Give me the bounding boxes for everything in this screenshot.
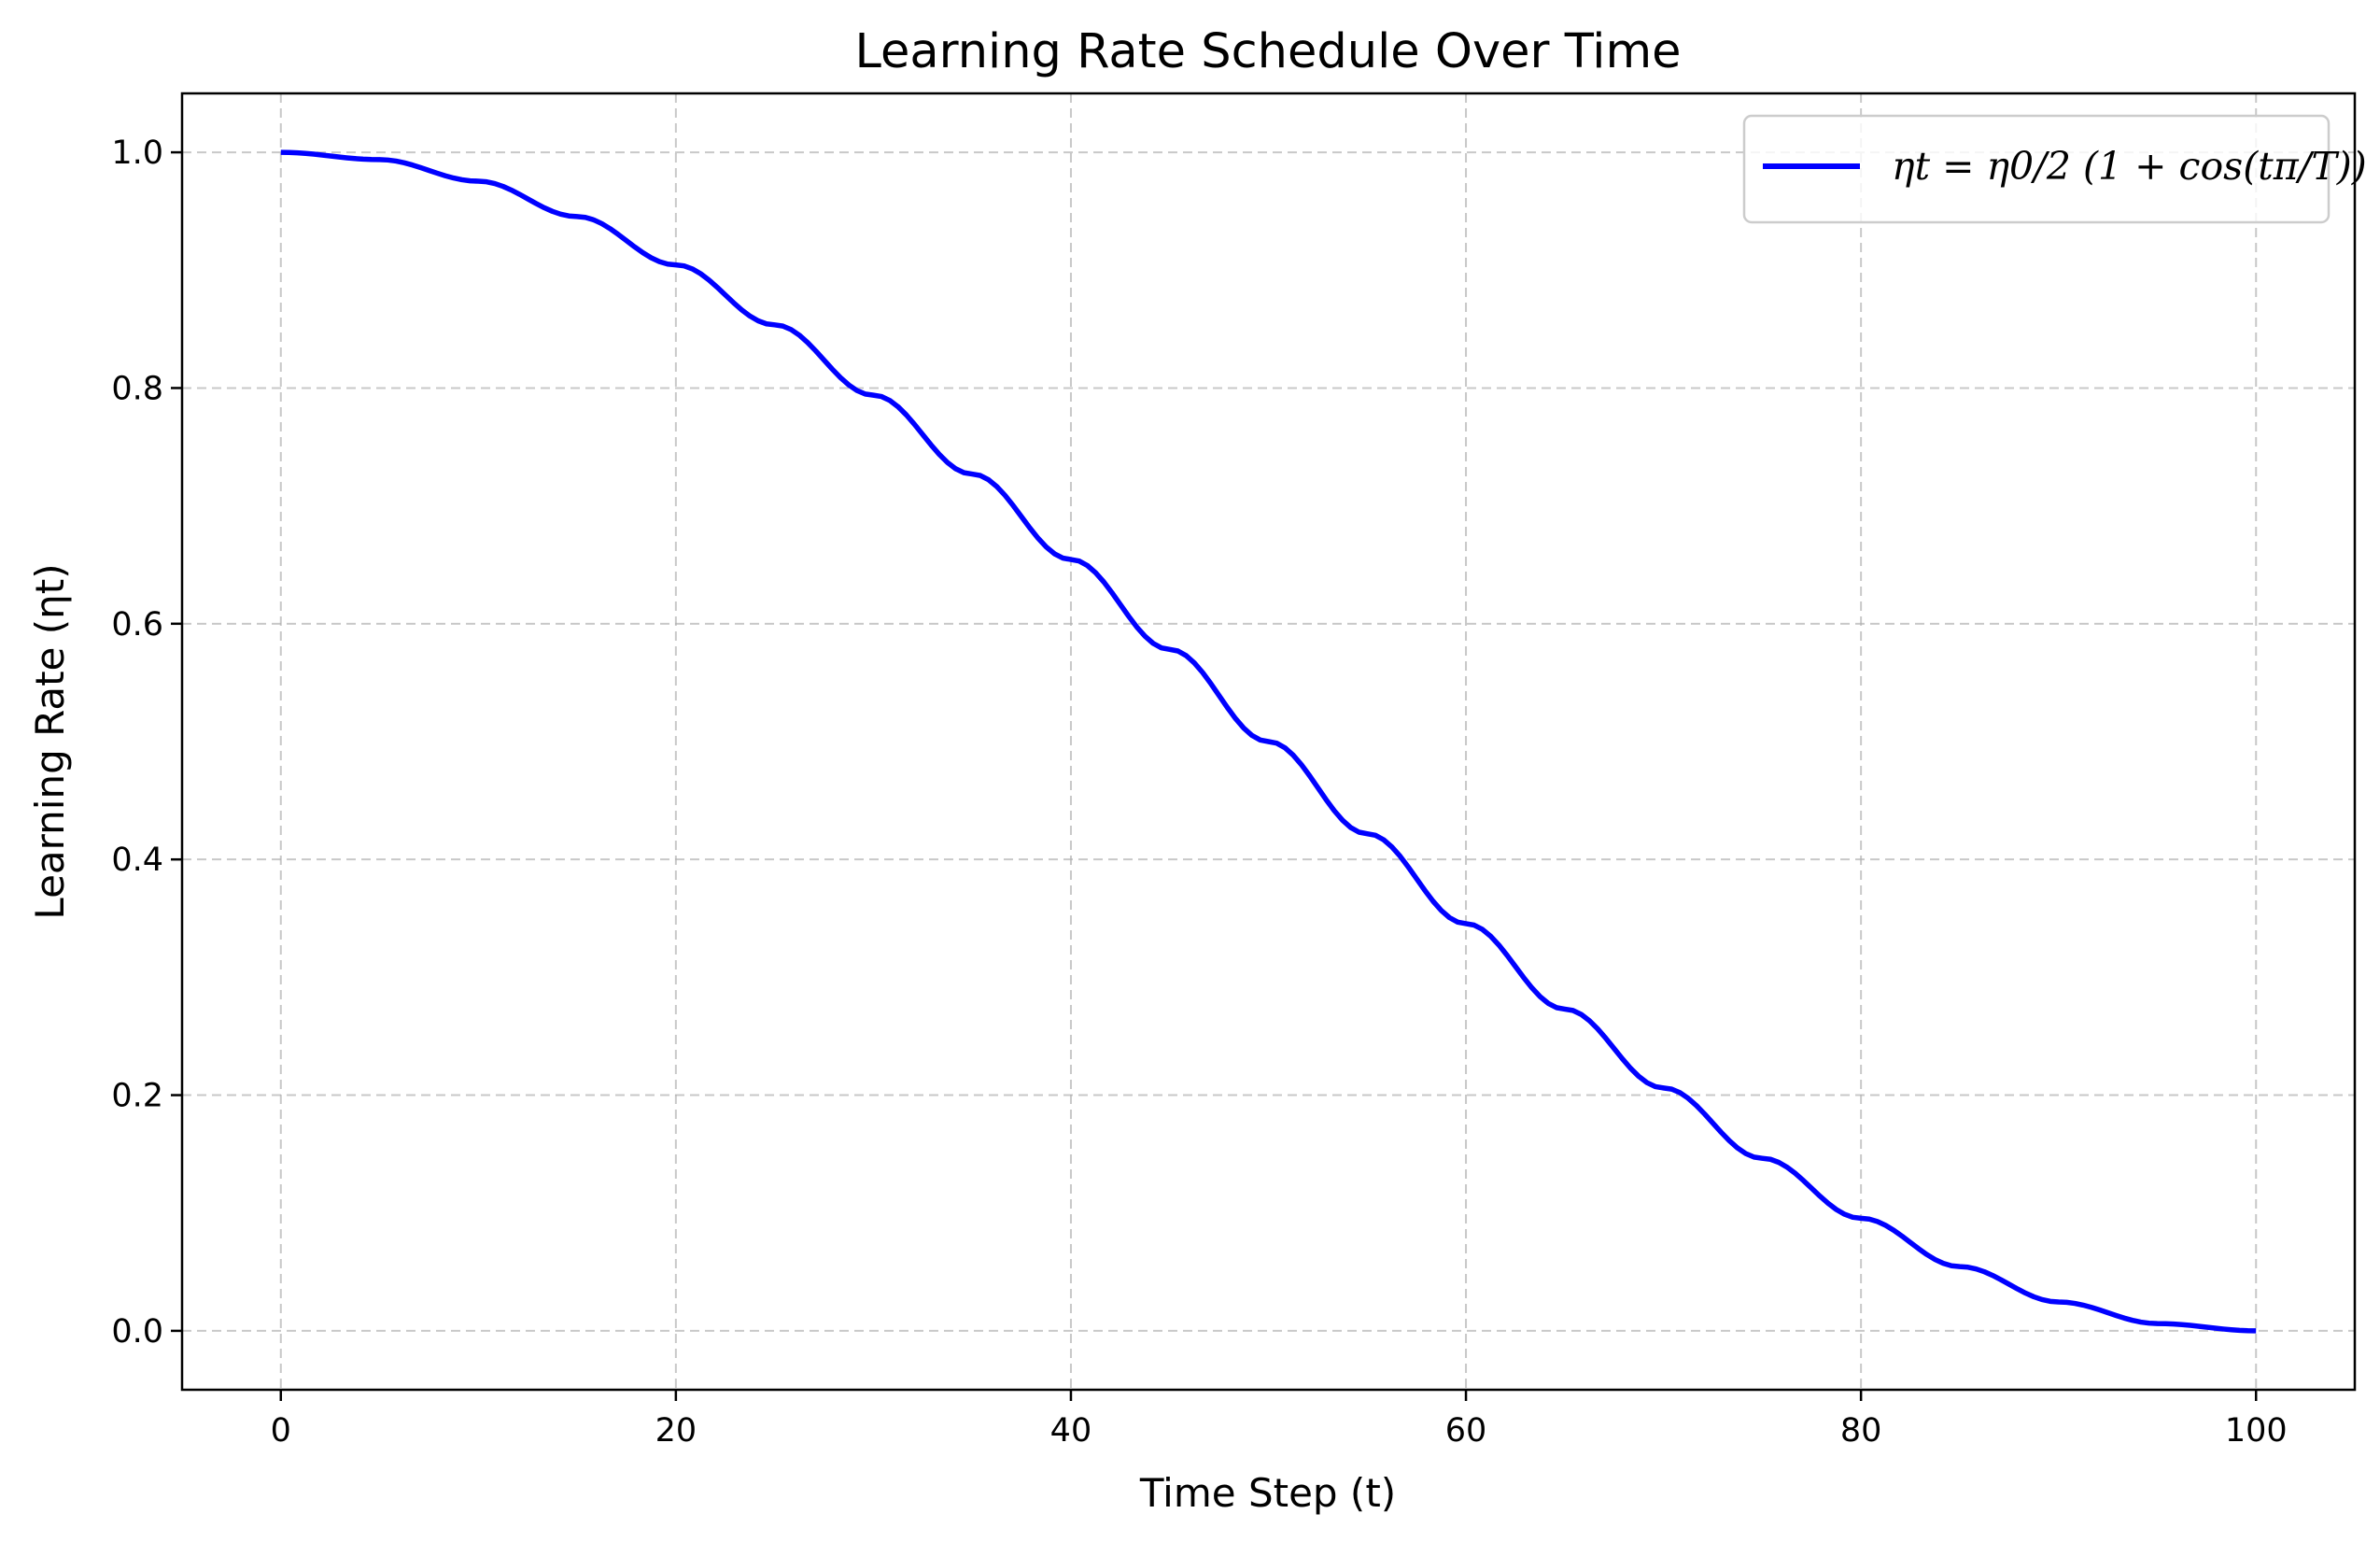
y-axis-label: Learning Rate (ηt) — [27, 563, 73, 919]
y-tick-label: 0.2 — [111, 1078, 163, 1115]
y-tick-label: 1.0 — [111, 134, 163, 172]
y-tick-label: 0.6 — [111, 606, 163, 644]
legend-entry-label: ηt = η0/2 (1 + cos(tπ/T)) — [1892, 144, 2367, 189]
chart-title: Learning Rate Schedule Over Time — [854, 24, 1681, 79]
series-line — [280, 149, 2257, 1334]
x-axis-ticks: 0 20 40 60 80 100 — [271, 1390, 2288, 1450]
x-tick-label: 80 — [1840, 1412, 1882, 1450]
y-axis-ticks: 0.0 0.2 0.4 0.6 0.8 1.0 — [111, 134, 182, 1351]
plot-frame — [180, 92, 2357, 1392]
plot-lines — [280, 149, 2257, 1334]
y-tick-label: 0.4 — [111, 842, 163, 879]
x-tick-label: 20 — [655, 1412, 697, 1450]
legend: ηt = η0/2 (1 + cos(tπ/T)) — [1742, 114, 2367, 224]
x-tick-label: 40 — [1050, 1412, 1092, 1450]
x-tick-label: 0 — [271, 1412, 291, 1450]
x-axis-label: Time Step (t) — [1139, 1470, 1396, 1516]
y-tick-label: 0.8 — [111, 370, 163, 407]
x-tick-label: 60 — [1445, 1412, 1487, 1450]
legend-box — [1742, 114, 2331, 224]
y-tick-label: 0.0 — [111, 1313, 163, 1351]
x-tick-label: 100 — [2225, 1412, 2288, 1450]
